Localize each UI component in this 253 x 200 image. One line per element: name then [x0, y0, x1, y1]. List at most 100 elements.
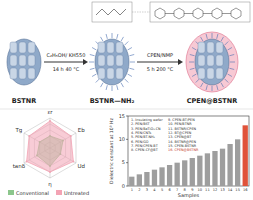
- amine-chain: [230, 62, 235, 63]
- bar: [129, 177, 134, 186]
- x-tick-label: 15: [235, 188, 240, 192]
- x-tick-label: 3: [146, 188, 148, 192]
- y-tick: [126, 186, 128, 187]
- y-tick-label: 10: [119, 136, 125, 142]
- legend-label: Conventional: [16, 190, 49, 196]
- amine-chain: [89, 62, 94, 63]
- nanorod: [98, 55, 105, 66]
- x-tick-label: 5: [161, 188, 163, 192]
- structure-bonds: [96, 9, 126, 15]
- amine-chain: [196, 79, 200, 83]
- graphical-abstract: BSTNR BSTNR—NH₂ CPEN@BSTNR C₂H₅OH/ KH550 14 …: [0, 0, 253, 200]
- radar-axis-label: η: [48, 181, 52, 188]
- structure-inset: [150, 2, 250, 22]
- sample-legend: 16. CPEN@BSTNR: [168, 148, 199, 152]
- amine-chain: [92, 74, 96, 77]
- nanorod: [198, 68, 205, 79]
- radar-axis-label: Tg: [14, 127, 22, 134]
- x-tick-label: 11: [205, 188, 210, 192]
- x-tick-label: 13: [220, 188, 225, 192]
- radar-point: [72, 161, 74, 163]
- structure-bond: [184, 13, 193, 14]
- structure-ring: [155, 8, 165, 19]
- bar: [212, 151, 217, 186]
- amine-chain: [225, 41, 229, 45]
- amine-chain: [221, 83, 224, 87]
- amine-chain: [117, 85, 118, 90]
- nanorod: [207, 68, 214, 79]
- step-label: CPEN@BSTNR: [187, 97, 237, 105]
- structure-ring: [174, 8, 184, 19]
- inset-link: [132, 12, 150, 13]
- structure-inset: [92, 2, 132, 22]
- structure-bond: [165, 13, 174, 14]
- structure-bond: [222, 13, 231, 14]
- amine-chain: [212, 33, 213, 38]
- nanorod: [207, 55, 214, 66]
- radar-grid: [24, 118, 76, 178]
- nanorod: [198, 55, 205, 66]
- y-axis-label: Dielectric constant at 10³ Hz: [109, 118, 114, 184]
- amine-chain: [225, 79, 229, 83]
- amine-chain: [190, 68, 195, 69]
- amine-chain: [121, 37, 124, 41]
- legend-label: Untreated: [64, 190, 89, 196]
- amine-chain: [128, 48, 132, 51]
- amine-chain: [121, 83, 124, 87]
- amine-chain: [130, 62, 135, 63]
- structure-bond: [203, 13, 212, 14]
- radar-point: [28, 135, 30, 137]
- amine-chain: [129, 68, 134, 69]
- bar: [182, 160, 187, 186]
- amine-chain: [228, 48, 232, 51]
- nanorod: [116, 55, 123, 66]
- radar-area: [27, 121, 74, 172]
- plot-frame: [128, 116, 249, 186]
- amine-chain: [106, 85, 107, 90]
- x-tick-label: 14: [228, 188, 233, 192]
- conditions: 14 h 40 °C: [53, 66, 80, 72]
- arrow-head: [83, 59, 88, 65]
- bar: [227, 144, 232, 186]
- nanorod: [116, 68, 123, 79]
- arrow-shaft: [137, 61, 179, 62]
- amine-chain: [90, 54, 95, 55]
- amine-chain: [190, 54, 195, 55]
- step-label: BSTNR—NH₂: [90, 97, 135, 105]
- y-tick-label: 0: [122, 183, 125, 189]
- nanorod: [107, 55, 114, 66]
- amine-chain: [101, 83, 104, 87]
- bar: [137, 174, 142, 186]
- bar: [159, 167, 164, 186]
- arrow-head: [178, 59, 183, 65]
- bar: [190, 158, 195, 186]
- conditions: 5 h 200 °C: [147, 66, 174, 72]
- step-label: BSTNR: [12, 97, 37, 105]
- radar-axis-label: Eb: [78, 127, 85, 133]
- amine-chain: [112, 86, 113, 91]
- y-tick-label: 5: [122, 159, 125, 165]
- y-tick: [126, 139, 128, 140]
- amine-chain: [117, 34, 118, 39]
- structure-ring: [212, 8, 222, 19]
- structure-ring: [231, 8, 241, 19]
- reagents: C₂H₅OH/ KH550: [47, 52, 86, 58]
- nanorod: [10, 55, 17, 66]
- bars: [129, 125, 248, 186]
- amine-chain: [101, 37, 104, 41]
- nanorod-cluster: [195, 39, 229, 85]
- nanorod: [10, 42, 17, 53]
- amine-chain: [192, 48, 196, 51]
- bar: [235, 139, 240, 186]
- amine-chain: [206, 34, 207, 39]
- nanorod: [216, 68, 223, 79]
- amine-chain: [217, 34, 218, 39]
- bar: [167, 165, 172, 186]
- y-tick-label: 15: [119, 113, 125, 119]
- amine-chain: [206, 85, 207, 90]
- amine-chain: [90, 68, 95, 69]
- nanorod: [116, 42, 123, 53]
- nanorod: [19, 68, 26, 79]
- radar-point: [70, 135, 72, 137]
- amine-chain: [92, 48, 96, 51]
